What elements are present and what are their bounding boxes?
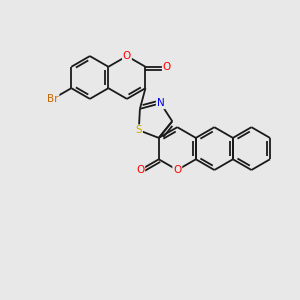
Text: Br: Br bbox=[47, 94, 58, 104]
Text: N: N bbox=[157, 98, 164, 108]
Text: S: S bbox=[136, 125, 142, 135]
Text: O: O bbox=[173, 165, 182, 175]
Text: O: O bbox=[163, 62, 171, 72]
Text: O: O bbox=[123, 51, 131, 61]
Text: O: O bbox=[136, 165, 144, 175]
